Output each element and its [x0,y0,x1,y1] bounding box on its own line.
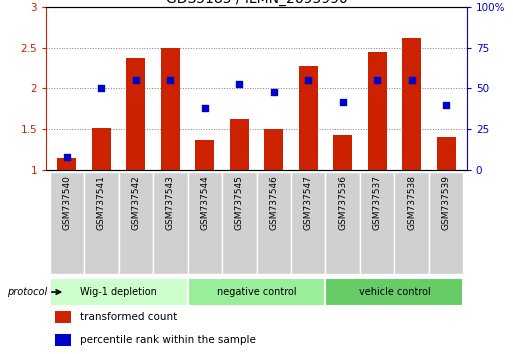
Bar [333,135,352,170]
Point [304,78,312,83]
Point [407,78,416,83]
Text: GSM737541: GSM737541 [97,175,106,230]
Bar [264,129,283,170]
Point [132,78,140,83]
FancyBboxPatch shape [429,172,463,274]
Point [97,86,106,91]
FancyBboxPatch shape [50,172,84,274]
Bar [195,140,214,170]
FancyBboxPatch shape [360,172,394,274]
Point [166,78,174,83]
FancyBboxPatch shape [222,172,256,274]
Text: GSM737539: GSM737539 [442,175,450,230]
Text: percentile rank within the sample: percentile rank within the sample [80,335,255,346]
FancyBboxPatch shape [325,278,463,306]
Point [63,154,71,160]
Text: protocol: protocol [7,287,47,297]
Text: GSM737540: GSM737540 [63,175,71,230]
Text: GSM737544: GSM737544 [200,175,209,230]
Title: GDS5185 / ILMN_2695990: GDS5185 / ILMN_2695990 [166,0,347,6]
FancyBboxPatch shape [394,172,429,274]
Text: GSM737536: GSM737536 [338,175,347,230]
Bar [54,312,71,323]
Point [270,89,278,95]
Text: GSM737538: GSM737538 [407,175,416,230]
Point [201,105,209,111]
Point [373,78,381,83]
Text: GSM737542: GSM737542 [131,175,141,230]
Bar [57,158,76,170]
Text: Wig-1 depletion: Wig-1 depletion [80,287,157,297]
Bar [230,119,249,170]
FancyBboxPatch shape [119,172,153,274]
Point [442,102,450,108]
Text: GSM737543: GSM737543 [166,175,175,230]
FancyBboxPatch shape [325,172,360,274]
Bar [437,137,456,170]
FancyBboxPatch shape [84,172,119,274]
Bar [161,48,180,170]
Bar [126,58,145,170]
Text: transformed count: transformed count [80,312,177,322]
Point [235,81,243,86]
Bar [299,66,318,170]
Bar [54,334,71,346]
Bar [402,38,421,170]
Point [339,99,347,104]
FancyBboxPatch shape [50,278,188,306]
FancyBboxPatch shape [188,278,325,306]
Text: GSM737547: GSM737547 [304,175,313,230]
Text: vehicle control: vehicle control [359,287,430,297]
Text: GSM737537: GSM737537 [372,175,382,230]
Bar [368,52,387,170]
Bar [92,127,111,170]
FancyBboxPatch shape [188,172,222,274]
FancyBboxPatch shape [291,172,325,274]
Text: negative control: negative control [216,287,297,297]
Text: GSM737545: GSM737545 [235,175,244,230]
FancyBboxPatch shape [256,172,291,274]
FancyBboxPatch shape [153,172,188,274]
Text: GSM737546: GSM737546 [269,175,278,230]
